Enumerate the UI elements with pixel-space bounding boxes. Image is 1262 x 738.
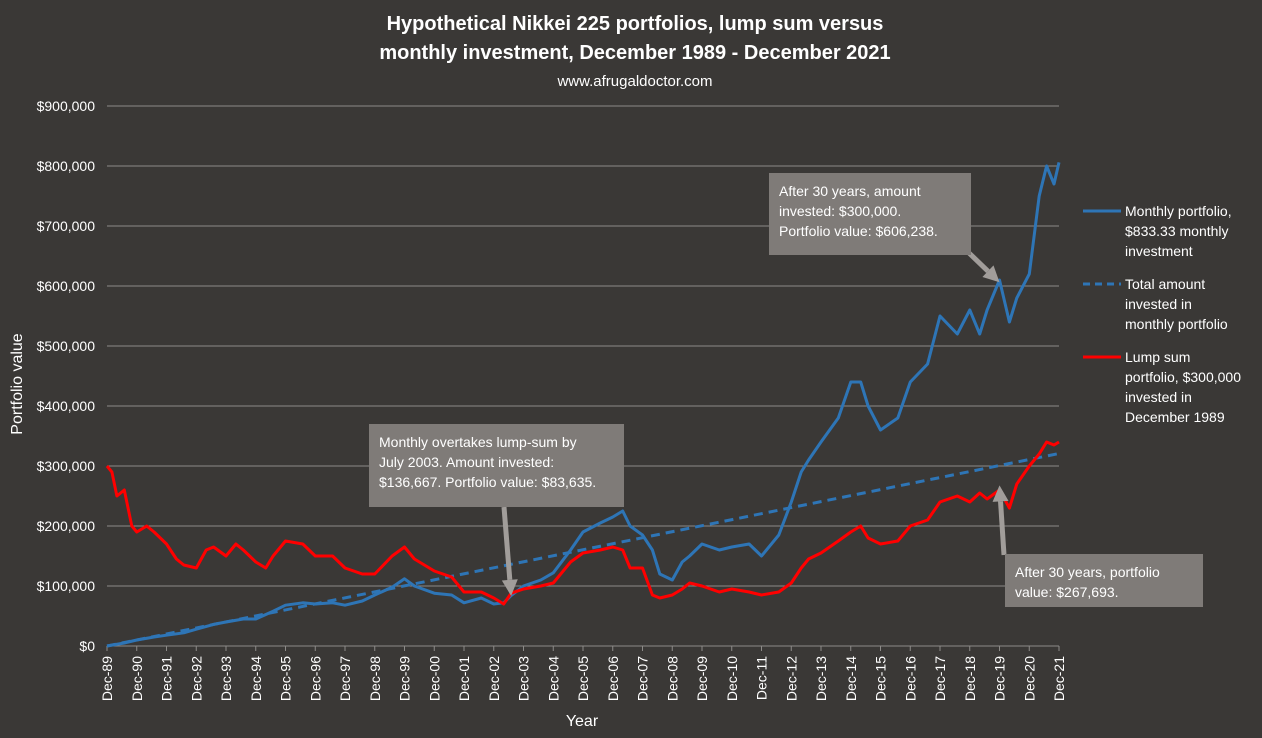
annotation-arrow-head — [992, 485, 1009, 502]
y-tick-label: $500,000 — [37, 338, 96, 354]
annotation-arrow-shaft — [966, 250, 990, 273]
x-tick-label: Dec-07 — [635, 656, 651, 701]
legend-label: investment — [1125, 243, 1193, 259]
legend-label: invested in — [1125, 389, 1192, 405]
y-tick-label: $600,000 — [37, 278, 96, 294]
annotation-text-line: Portfolio value: $606,238. — [779, 223, 938, 239]
y-tick-label: $200,000 — [37, 518, 96, 534]
legend-label: Lump sum — [1125, 349, 1190, 365]
chart-title-line2: monthly investment, December 1989 - Dece… — [379, 42, 890, 64]
x-axis-title: Year — [566, 713, 599, 730]
x-tick-label: Dec-05 — [575, 656, 591, 701]
series-line-2 — [106, 452, 1060, 648]
annotation-arrow-shaft — [998, 501, 1007, 556]
y-tick-label: $100,000 — [37, 578, 96, 594]
annotation-text-line: Monthly overtakes lump-sum by — [379, 434, 577, 450]
x-tick-label: Dec-96 — [307, 656, 323, 701]
x-tick-label: Dec-00 — [426, 656, 442, 701]
x-tick-label: Dec-01 — [456, 656, 472, 701]
y-tick-label: $900,000 — [37, 98, 96, 114]
x-tick-label: Dec-18 — [962, 656, 978, 701]
gridlines — [107, 105, 1059, 647]
x-tick-label: Dec-10 — [724, 656, 740, 701]
y-axis-title: Portfolio value — [9, 333, 26, 434]
x-tick-label: Dec-06 — [605, 656, 621, 701]
x-tick-label: Dec-09 — [694, 656, 710, 701]
series-lines — [105, 162, 1061, 648]
legend-label: invested in — [1125, 296, 1192, 312]
y-tick-label: $800,000 — [37, 158, 96, 174]
legend-label: December 1989 — [1125, 409, 1225, 425]
series-line-3 — [105, 440, 1060, 606]
x-tick-label: Dec-21 — [1051, 656, 1067, 701]
x-tick-label: Dec-15 — [873, 656, 889, 701]
annotation-text-line: After 30 years, portfolio — [1015, 564, 1160, 580]
annotation-1: After 30 years, amount invested: $300,000… — [769, 173, 1000, 283]
legend-label: Monthly portfolio, — [1125, 203, 1232, 219]
legend-label: $833.33 monthly — [1125, 223, 1229, 239]
x-tick-label: Dec-93 — [218, 656, 234, 701]
x-tick-label: Dec-92 — [188, 656, 204, 701]
annotation-arrow-head — [982, 265, 1000, 283]
x-tick-label: Dec-20 — [1021, 656, 1037, 701]
x-tick-label: Dec-97 — [337, 656, 353, 701]
legend-label: portfolio, $300,000 — [1125, 369, 1241, 385]
annotations: After 30 years, amount invested: $300,000… — [369, 173, 1203, 607]
x-tick-label: Dec-19 — [992, 656, 1008, 701]
x-tick-label: Dec-08 — [664, 656, 680, 701]
annotation-text-line: $136,667. Portfolio value: $83,635. — [379, 474, 596, 490]
x-tick-label: Dec-13 — [813, 656, 829, 701]
y-tick-label: $700,000 — [37, 218, 96, 234]
annotation-3: After 30 years, portfolio value: $267,693… — [992, 485, 1203, 607]
x-tick-label: Dec-90 — [129, 656, 145, 701]
y-tick-label: $0 — [79, 638, 95, 654]
chart-subtitle: www.afrugaldoctor.com — [556, 73, 712, 90]
annotation-box — [369, 424, 624, 507]
annotation-box — [1005, 554, 1203, 607]
x-tick-label: Dec-99 — [397, 656, 413, 701]
y-axis-ticks: $0 $100,000 $200,000 $300,000 $400,000 $500,0… — [37, 98, 96, 654]
x-tick-label: Dec-91 — [159, 656, 175, 701]
x-tick-label: Dec-14 — [843, 656, 859, 701]
y-tick-label: $400,000 — [37, 398, 96, 414]
annotation-text-line: July 2003. Amount invested: — [379, 454, 554, 470]
x-tick-label: Dec-94 — [248, 656, 264, 701]
x-tick-label: Dec-04 — [545, 656, 561, 701]
x-tick-label: Dec-03 — [516, 656, 532, 701]
x-tick-label: Dec-12 — [783, 656, 799, 701]
legend-label: monthly portfolio — [1125, 316, 1228, 332]
annotation-2: Monthly overtakes lump-sum by July 2003. … — [369, 424, 624, 596]
series-line-1 — [106, 162, 1061, 648]
legend-label: Total amount — [1125, 276, 1205, 292]
x-tick-label: Dec-98 — [367, 656, 383, 701]
chart-title-line1: Hypothetical Nikkei 225 portfolios, lump… — [387, 13, 884, 35]
annotation-box — [769, 173, 971, 255]
annotation-arrow-shaft — [501, 506, 513, 581]
x-tick-label: Dec-17 — [932, 656, 948, 701]
annotation-text-line: invested: $300,000. — [779, 203, 901, 219]
x-tick-label: Dec-11 — [754, 656, 770, 700]
x-tick-label: Dec-16 — [902, 656, 918, 701]
x-tick-label: Dec-89 — [99, 656, 115, 701]
annotation-text-line: After 30 years, amount — [779, 183, 921, 199]
x-tick-label: Dec-02 — [486, 656, 502, 701]
x-axis-ticks: Dec-89 Dec-90 Dec-91 Dec-92 Dec-93 Dec-94 Dec-… — [99, 646, 1067, 701]
y-tick-label: $300,000 — [37, 458, 96, 474]
legend: Monthly portfolio, $833.33 monthly investm… — [1083, 203, 1241, 425]
annotation-arrow-head — [501, 579, 518, 596]
x-tick-label: Dec-95 — [278, 656, 294, 701]
annotation-text-line: value: $267,693. — [1015, 584, 1119, 600]
